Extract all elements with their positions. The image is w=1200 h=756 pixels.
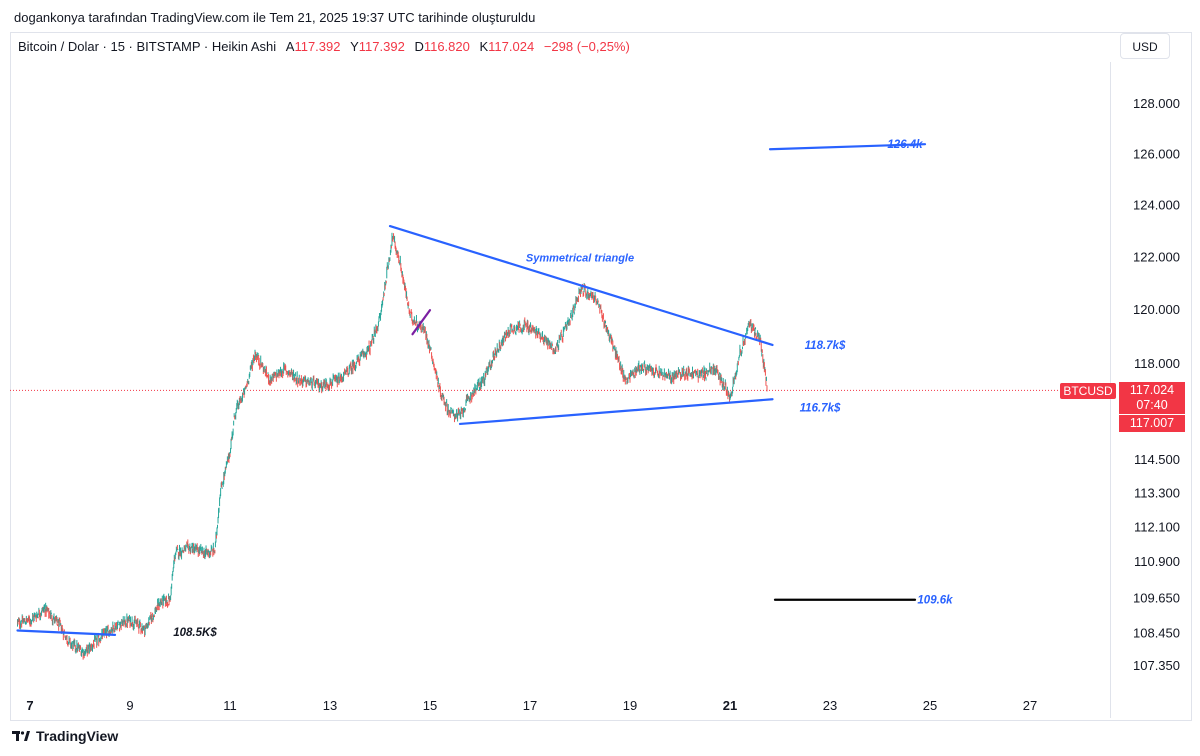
x-tick-label: 11	[223, 698, 237, 713]
last-price-badge: 117.024 07:40	[1119, 382, 1185, 414]
second-price-badge: 117.007	[1119, 415, 1185, 432]
symbol-badge: BTCUSD	[1060, 383, 1116, 399]
low-value: 116.820	[423, 39, 470, 54]
y-tick-label: 128.000	[1133, 96, 1180, 111]
currency-button[interactable]: USD	[1120, 33, 1170, 59]
y-tick-label: 126.000	[1133, 146, 1180, 161]
y-tick-label: 122.000	[1133, 249, 1180, 264]
x-tick-label: 17	[523, 698, 537, 713]
y-tick-label: 113.300	[1134, 486, 1180, 501]
high-value: 117.392	[358, 39, 405, 54]
annotation-label: 108.5K$	[173, 627, 217, 639]
x-tick-label: 13	[323, 698, 337, 713]
x-tick-label: 25	[923, 698, 937, 713]
attribution-text: dogankonya tarafından TradingView.com il…	[14, 10, 536, 25]
x-tick-label: 19	[623, 698, 637, 713]
x-tick-label: 23	[823, 698, 837, 713]
x-tick-label: 27	[1023, 698, 1037, 713]
drawing-support-108k	[16, 629, 117, 637]
change-value: −298 (−0,25%)	[543, 39, 630, 54]
symbol-title[interactable]: Bitcoin / Dolar · 15 · BITSTAMP · Heikin…	[18, 39, 277, 54]
low-label: D	[414, 39, 424, 54]
y-tick-label: 114.500	[1134, 452, 1180, 467]
x-tick-label: 9	[126, 698, 133, 713]
y-tick-label: 109.650	[1133, 590, 1180, 605]
footer-brand[interactable]: TradingView	[12, 728, 118, 744]
countdown-value: 07:40	[1136, 398, 1168, 412]
drawing-pullback-mark	[411, 309, 432, 336]
x-tick-label: 7	[26, 698, 33, 713]
annotation-label: Symmetrical triangle	[526, 252, 634, 264]
drawing-triangle-upper	[388, 224, 774, 347]
chart-frame	[10, 32, 1192, 721]
y-tick-label: 108.450	[1133, 625, 1180, 640]
symbol-info: Bitcoin / Dolar · 15 · BITSTAMP · Heikin…	[18, 39, 630, 54]
open-label: A	[285, 39, 295, 54]
close-value: 117.024	[488, 39, 535, 54]
annotation-label: 109.6k	[917, 595, 953, 607]
y-tick-label: 118.000	[1134, 356, 1180, 371]
high-label: Y	[350, 39, 359, 54]
tradingview-logo-icon	[12, 729, 30, 743]
y-tick-label: 107.350	[1133, 658, 1180, 673]
annotation-label: 118.7k$	[805, 340, 846, 352]
x-tick-label: 21	[723, 698, 737, 713]
annotation-label: 126.4k	[887, 139, 923, 151]
y-tick-label: 120.000	[1133, 302, 1180, 317]
last-price-value: 117.024	[1129, 383, 1175, 397]
annotation-label: 116.7k$	[800, 402, 841, 414]
drawing-triangle-lower	[458, 398, 774, 426]
candles	[17, 232, 768, 660]
y-tick-label: 110.900	[1134, 554, 1180, 569]
close-label: K	[479, 39, 489, 54]
y-tick-label: 112.100	[1134, 520, 1180, 535]
y-tick-label: 124.000	[1133, 197, 1180, 212]
x-tick-label: 15	[423, 698, 437, 713]
drawing-target-126k	[768, 143, 927, 151]
open-value: 117.392	[294, 39, 341, 54]
footer-brand-label: TradingView	[36, 728, 119, 744]
